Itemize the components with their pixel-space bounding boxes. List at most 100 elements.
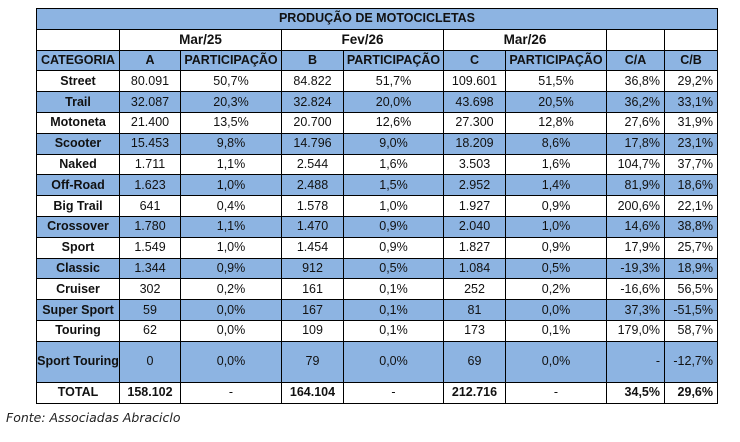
cell-value-b: 161 — [281, 278, 344, 301]
cell-value-a: 1.549 — [119, 236, 181, 259]
cell-category: Scooter — [36, 132, 120, 155]
total-value-a: 158.102 — [119, 381, 181, 404]
cell-value-c: 18.209 — [443, 132, 506, 155]
cell-ratio-c-b: 18,9% — [664, 257, 718, 280]
cell-share-a: 0,2% — [180, 278, 282, 301]
cell-ratio-c-a: - — [606, 340, 665, 383]
total-share-a: - — [180, 381, 282, 404]
cell-ratio-c-b: -12,7% — [664, 340, 718, 383]
cell-value-c: 2.040 — [443, 215, 506, 238]
cell-share-a: 1,1% — [180, 153, 282, 176]
table-row: Touring 62 0,0% 109 0,1% 173 0,1% 179,0% 58,7% — [36, 319, 718, 342]
total-value-b: 164.104 — [281, 381, 344, 404]
header-categoria: CATEGORIA — [36, 49, 120, 72]
total-ratio-c-a: 34,5% — [606, 381, 665, 404]
cell-share-a: 0,4% — [180, 195, 282, 217]
cell-value-b: 14.796 — [281, 132, 344, 155]
cell-value-a: 62 — [119, 319, 181, 342]
cell-value-c: 43.698 — [443, 91, 506, 113]
cell-share-c: 0,9% — [505, 195, 607, 217]
cell-category: Naked — [36, 153, 120, 176]
header-participacao-a: PARTICIPAÇÃO — [180, 49, 282, 72]
cell-ratio-c-a: 17,8% — [606, 132, 665, 155]
table-row: Motoneta 21.400 13,5% 20.700 12,6% 27.300 12,8… — [36, 111, 718, 134]
total-category: TOTAL — [36, 381, 120, 404]
production-table: PRODUÇÃO DE MOTOCICLETAS Mar/25 Fev/26 M… — [36, 8, 718, 404]
cell-share-b: 0,0% — [343, 340, 444, 383]
cell-value-b: 2.544 — [281, 153, 344, 176]
cell-ratio-c-a: 179,0% — [606, 319, 665, 342]
cell-ratio-c-a: 27,6% — [606, 111, 665, 134]
total-value-c: 212.716 — [443, 381, 506, 404]
cell-category: Cruiser — [36, 278, 120, 301]
cell-category: Crossover — [36, 215, 120, 238]
table-row: Trail 32.087 20,3% 32.824 20,0% 43.698 20,5% 36… — [36, 91, 718, 113]
cell-ratio-c-b: 37,7% — [664, 153, 718, 176]
cell-value-a: 1.344 — [119, 257, 181, 280]
cell-value-c: 27.300 — [443, 111, 506, 134]
cell-ratio-c-a: 200,6% — [606, 195, 665, 217]
cell-ratio-c-b: 56,5% — [664, 278, 718, 301]
header-c: C — [443, 49, 506, 72]
cell-share-a: 13,5% — [180, 111, 282, 134]
table-row: Big Trail 641 0,4% 1.578 1,0% 1.927 0,9% 200,6%… — [36, 195, 718, 217]
cell-share-c: 0,9% — [505, 236, 607, 259]
cell-value-c: 109.601 — [443, 70, 506, 93]
cell-value-b: 167 — [281, 299, 344, 321]
header-participacao-b: PARTICIPAÇÃO — [343, 49, 444, 72]
table-row: Sport 1.549 1,0% 1.454 0,9% 1.827 0,9% 17,9% 25,… — [36, 236, 718, 259]
cell-share-b: 9,0% — [343, 132, 444, 155]
cell-share-c: 1,4% — [505, 174, 607, 197]
cell-share-b: 1,0% — [343, 195, 444, 217]
total-share-c: - — [505, 381, 607, 404]
cell-category: Big Trail — [36, 195, 120, 217]
cell-category: Trail — [36, 91, 120, 113]
cell-value-b: 32.824 — [281, 91, 344, 113]
table-row: Naked 1.711 1,1% 2.544 1,6% 3.503 1,6% 104,7% 37… — [36, 153, 718, 176]
cell-share-c: 1,0% — [505, 215, 607, 238]
table-row: Super Sport 59 0,0% 167 0,1% 81 0,0% 37,3% -51,5… — [36, 299, 718, 321]
cell-ratio-c-b: 33,1% — [664, 91, 718, 113]
table-row: Street 80.091 50,7% 84.822 51,7% 109.601 51,5%… — [36, 70, 718, 93]
cell-share-c: 0,5% — [505, 257, 607, 280]
table-title: PRODUÇÃO DE MOTOCICLETAS — [36, 8, 718, 30]
cell-share-b: 1,6% — [343, 153, 444, 176]
cell-value-b: 2.488 — [281, 174, 344, 197]
cell-value-b: 109 — [281, 319, 344, 342]
cell-category: Sport Touring — [36, 340, 120, 383]
cell-value-b: 84.822 — [281, 70, 344, 93]
cell-ratio-c-a: 36,2% — [606, 91, 665, 113]
cell-share-a: 0,0% — [180, 340, 282, 383]
cell-value-c: 252 — [443, 278, 506, 301]
cell-value-a: 32.087 — [119, 91, 181, 113]
cell-share-a: 1,0% — [180, 236, 282, 259]
total-ratio-c-b: 29,6% — [664, 381, 718, 404]
cell-share-a: 0,0% — [180, 299, 282, 321]
cell-share-b: 0,9% — [343, 215, 444, 238]
cell-ratio-c-b: -51,5% — [664, 299, 718, 321]
cell-ratio-c-a: 37,3% — [606, 299, 665, 321]
cell-category: Classic — [36, 257, 120, 280]
period-mar26: Mar/26 — [443, 28, 607, 51]
cell-share-c: 0,0% — [505, 299, 607, 321]
cell-value-a: 59 — [119, 299, 181, 321]
cell-value-b: 912 — [281, 257, 344, 280]
cell-value-a: 15.453 — [119, 132, 181, 155]
cell-value-b: 1.470 — [281, 215, 344, 238]
cell-ratio-c-a: 81,9% — [606, 174, 665, 197]
cell-share-a: 9,8% — [180, 132, 282, 155]
cell-share-a: 0,9% — [180, 257, 282, 280]
period-empty — [606, 28, 665, 51]
header-c-a: C/A — [606, 49, 665, 72]
cell-share-a: 1,0% — [180, 174, 282, 197]
total-share-b: - — [343, 381, 444, 404]
table-row: Off-Road 1.623 1,0% 2.488 1,5% 2.952 1,4% 81,9%… — [36, 174, 718, 197]
cell-ratio-c-b: 25,7% — [664, 236, 718, 259]
cell-value-a: 1.711 — [119, 153, 181, 176]
cell-category: Touring — [36, 319, 120, 342]
cell-value-c: 81 — [443, 299, 506, 321]
cell-share-a: 20,3% — [180, 91, 282, 113]
cell-share-c: 1,6% — [505, 153, 607, 176]
cell-share-b: 1,5% — [343, 174, 444, 197]
cell-share-c: 0,0% — [505, 340, 607, 383]
